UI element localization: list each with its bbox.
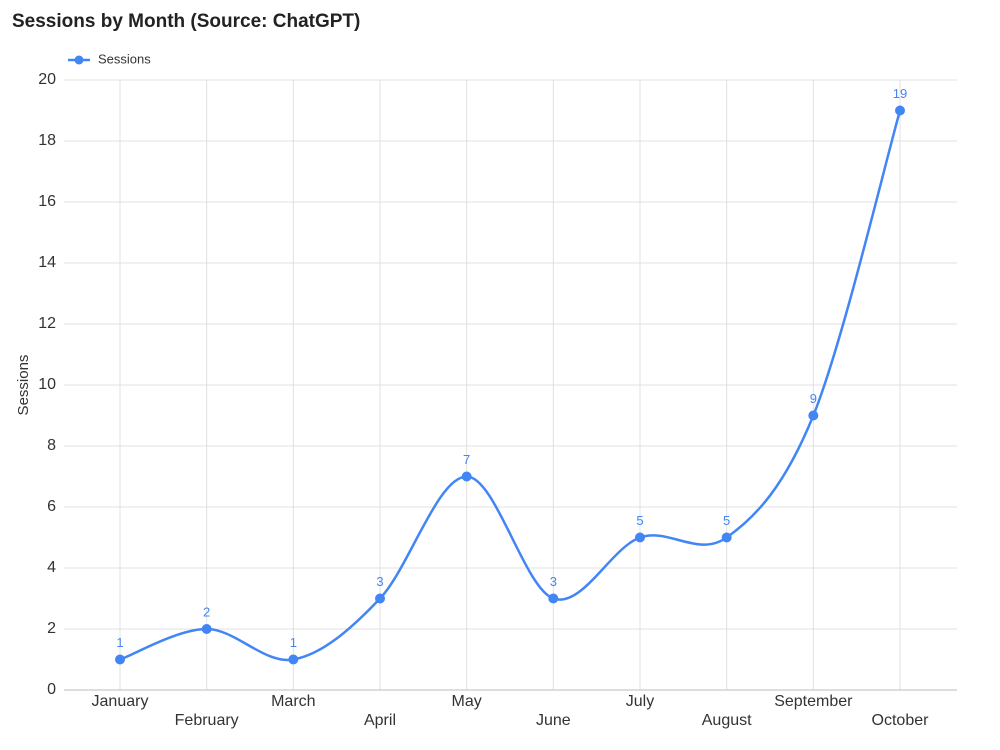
y-tick-label: 6: [47, 498, 56, 515]
x-tick-label: February: [175, 712, 239, 729]
x-tick-label: January: [92, 693, 149, 710]
data-label: 5: [636, 513, 643, 528]
y-tick-label: 14: [38, 254, 56, 271]
data-point: [721, 532, 732, 543]
data-label: 1: [290, 635, 297, 650]
x-tick-label: March: [271, 693, 315, 710]
y-tick-label: 12: [38, 315, 56, 332]
y-tick-label: 4: [47, 559, 56, 576]
y-tick-label: 8: [47, 437, 56, 454]
data-label: 19: [893, 86, 907, 101]
data-point: [895, 105, 905, 116]
data-label: 3: [376, 574, 383, 589]
data-point: [808, 410, 819, 421]
y-tick-label: 16: [38, 193, 56, 210]
x-tick-label: July: [626, 693, 654, 710]
x-tick-label: May: [452, 693, 482, 710]
data-label: 3: [550, 574, 557, 589]
y-tick-label: 2: [47, 620, 56, 637]
legend-marker: [74, 55, 84, 65]
x-tick-label: April: [364, 712, 396, 729]
data-label: 2: [203, 604, 210, 619]
chart-title: Sessions by Month (Source: ChatGPT): [12, 11, 360, 32]
data-label: 5: [723, 513, 730, 528]
y-tick-label: 0: [47, 681, 56, 698]
y-tick-label: 18: [38, 132, 56, 149]
x-tick-label: September: [774, 693, 853, 710]
x-tick-label: June: [536, 712, 571, 729]
x-tick-label: August: [702, 712, 752, 729]
data-label: 1: [116, 635, 123, 650]
x-tick-label: October: [872, 712, 930, 729]
data-label: 9: [810, 391, 817, 406]
y-tick-label: 10: [38, 376, 56, 393]
series-line: [119, 110, 902, 662]
data-label: 7: [463, 452, 470, 467]
data-point: [375, 593, 385, 604]
y-axis-label: Sessions: [15, 355, 32, 416]
data-point: [461, 471, 472, 482]
legend-label: Sessions: [98, 51, 151, 66]
data-point: [548, 593, 559, 604]
data-point: [115, 654, 125, 665]
data-point: [635, 532, 645, 543]
data-point: [201, 624, 212, 634]
data-point: [288, 654, 299, 665]
y-tick-label: 20: [38, 71, 56, 88]
